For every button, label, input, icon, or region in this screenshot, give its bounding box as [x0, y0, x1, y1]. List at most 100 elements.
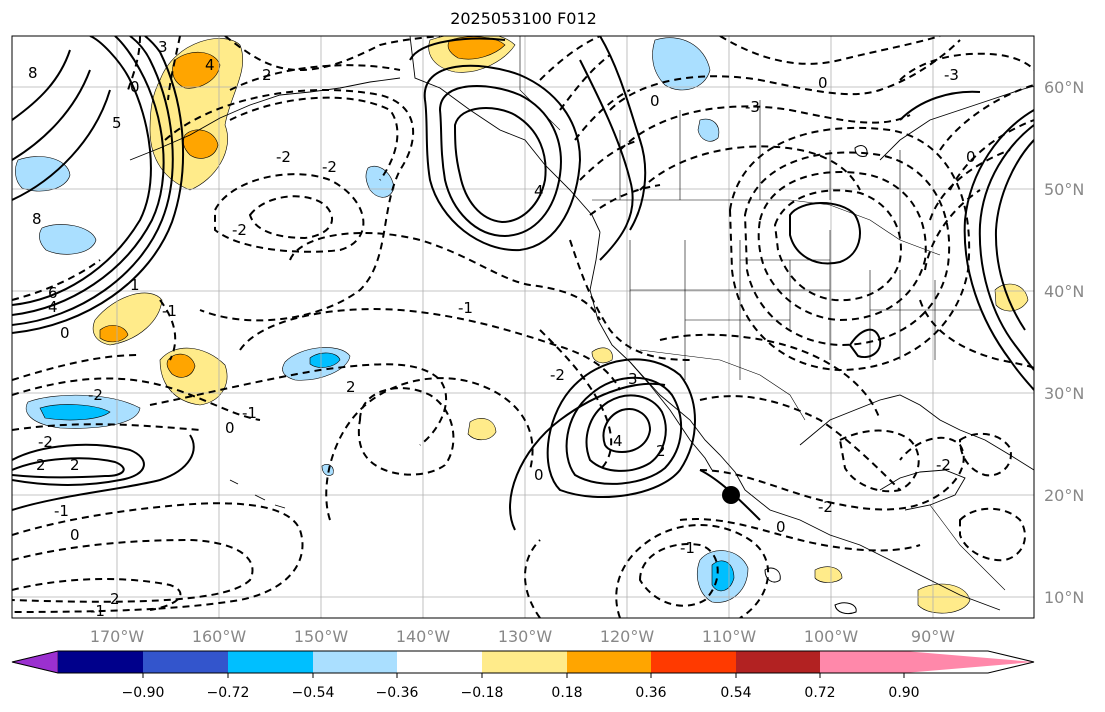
- coastline-yucatan: [879, 469, 966, 511]
- map-title: 2025053100 F012: [450, 9, 597, 28]
- contour-dashed: [639, 145, 861, 191]
- colorbar-bin: [736, 651, 820, 673]
- coastline-hawaii: [229, 479, 286, 509]
- contour-label: -2: [818, 498, 833, 516]
- contour-dashed: [609, 39, 961, 111]
- contour-label: 0: [534, 466, 544, 484]
- contour-dashed: [743, 151, 951, 347]
- contour-solid: [994, 139, 1034, 331]
- lat-label: 30°N: [1044, 384, 1084, 403]
- shade-yellow-patch: [814, 566, 843, 583]
- shade-cyan-patch: [39, 404, 111, 421]
- latitude-labels: 60°N 50°N 40°N 30°N 20°N 10°N: [1044, 78, 1084, 607]
- contour-solid: [789, 202, 861, 265]
- contour-label: 0: [225, 419, 235, 437]
- lon-label: 110°W: [702, 627, 757, 646]
- contour-dashed: [325, 377, 534, 521]
- contour-label: -1: [90, 602, 105, 620]
- colorbar: −0.90 −0.72 −0.54 −0.36 −0.18 0.18 0.36 …: [11, 650, 1035, 701]
- contour-solid: [12, 36, 185, 334]
- coastline-gulf: [799, 394, 1034, 471]
- contour-solid: [12, 434, 195, 511]
- contour-dashed: [248, 195, 334, 240]
- contour-label: 0: [130, 78, 140, 96]
- colorbar-tick-label: −0.18: [461, 685, 504, 701]
- contour-label: -1: [242, 404, 257, 422]
- contour-dashed: [149, 363, 448, 446]
- contour-label: -1: [54, 502, 69, 520]
- contour-label: -2: [276, 148, 291, 166]
- contour-label: -2: [88, 386, 103, 404]
- shade-blue-patch: [39, 224, 97, 255]
- colorbar-bin: [143, 651, 228, 673]
- contour-solid: [546, 358, 696, 499]
- shade-orange-patch: [166, 353, 196, 378]
- contour-label: -1: [680, 539, 695, 557]
- colorbar-tick-label: 0.72: [804, 685, 835, 701]
- contour-dashed: [773, 189, 902, 302]
- lon-label: 120°W: [600, 627, 655, 646]
- contour-solid: [509, 382, 666, 531]
- contour-label: 0: [650, 92, 660, 110]
- shade-orange-patch: [99, 325, 129, 343]
- contour-dashed: [357, 387, 455, 476]
- contour-dashed: [12, 377, 261, 431]
- contour-dashed: [579, 139, 661, 216]
- location-marker: [722, 486, 740, 504]
- colorbar-bin: [228, 651, 313, 673]
- lon-label: 130°W: [498, 627, 553, 646]
- dashed-contours: [12, 36, 1034, 618]
- contour-dashed: [214, 173, 365, 253]
- contour-dashed: [539, 36, 631, 141]
- shade-yellow-patch: [467, 418, 497, 441]
- contour-dashed: [924, 149, 1011, 271]
- contour-label: 2: [36, 456, 46, 474]
- lon-label: 90°W: [911, 627, 955, 646]
- contour-label: -1: [458, 299, 473, 317]
- contour-label: -2: [936, 456, 951, 474]
- lat-label: 60°N: [1044, 78, 1084, 97]
- shade-orange-patch: [172, 52, 221, 89]
- shade-orange-patch: [447, 36, 506, 60]
- contour-solid: [453, 107, 547, 224]
- contour-dashed: [164, 89, 414, 322]
- contour-dashed: [959, 507, 1026, 562]
- colorbar-outline: [11, 650, 1035, 674]
- contour-label: 3: [158, 38, 168, 56]
- contour-label: 2: [262, 66, 272, 84]
- contour-label: 0: [60, 324, 70, 342]
- contour-dashed: [539, 329, 613, 471]
- contour-dashed: [12, 259, 177, 361]
- contour-dashed: [679, 518, 921, 552]
- shade-blue-patch: [365, 166, 395, 198]
- contour-labels: 8 5 3 4 0 2 -2 8 6 4 0 -2 -1 0 2 -2 -3 0…: [28, 38, 976, 620]
- contour-label: 5: [112, 114, 122, 132]
- longitude-labels: 170°W 160°W 150°W 140°W 130°W 120°W 110°…: [90, 627, 955, 646]
- contour-solid: [12, 443, 145, 486]
- contour-dashed: [12, 354, 141, 381]
- lat-label: 10°N: [1044, 588, 1084, 607]
- contour-dashed: [12, 538, 254, 603]
- contour-dashed: [224, 36, 441, 72]
- lat-label: 40°N: [1044, 282, 1084, 301]
- coastline-west-us: [589, 231, 1001, 611]
- border-canada-provinces: [619, 100, 901, 240]
- contour-dashed: [524, 524, 769, 618]
- contour-dashed: [838, 429, 920, 493]
- lon-label: 170°W: [90, 627, 145, 646]
- colorbar-ticks: [142, 673, 905, 678]
- colorbar-tick-label: 0.36: [635, 685, 666, 701]
- contour-label: 0: [818, 74, 828, 92]
- contour-label: 6: [48, 284, 58, 302]
- contour-dashed: [127, 36, 141, 91]
- contour-label: 2: [70, 456, 80, 474]
- colorbar-bin: [567, 651, 651, 673]
- contour-label: 0: [776, 518, 786, 536]
- contour-label: -3: [944, 66, 959, 84]
- contour-dashed: [239, 308, 621, 391]
- contour-label: -2: [38, 433, 53, 451]
- coastline-aleutians: [129, 77, 401, 161]
- contour-solid: [12, 36, 174, 326]
- shade-yellow-patch: [917, 583, 971, 614]
